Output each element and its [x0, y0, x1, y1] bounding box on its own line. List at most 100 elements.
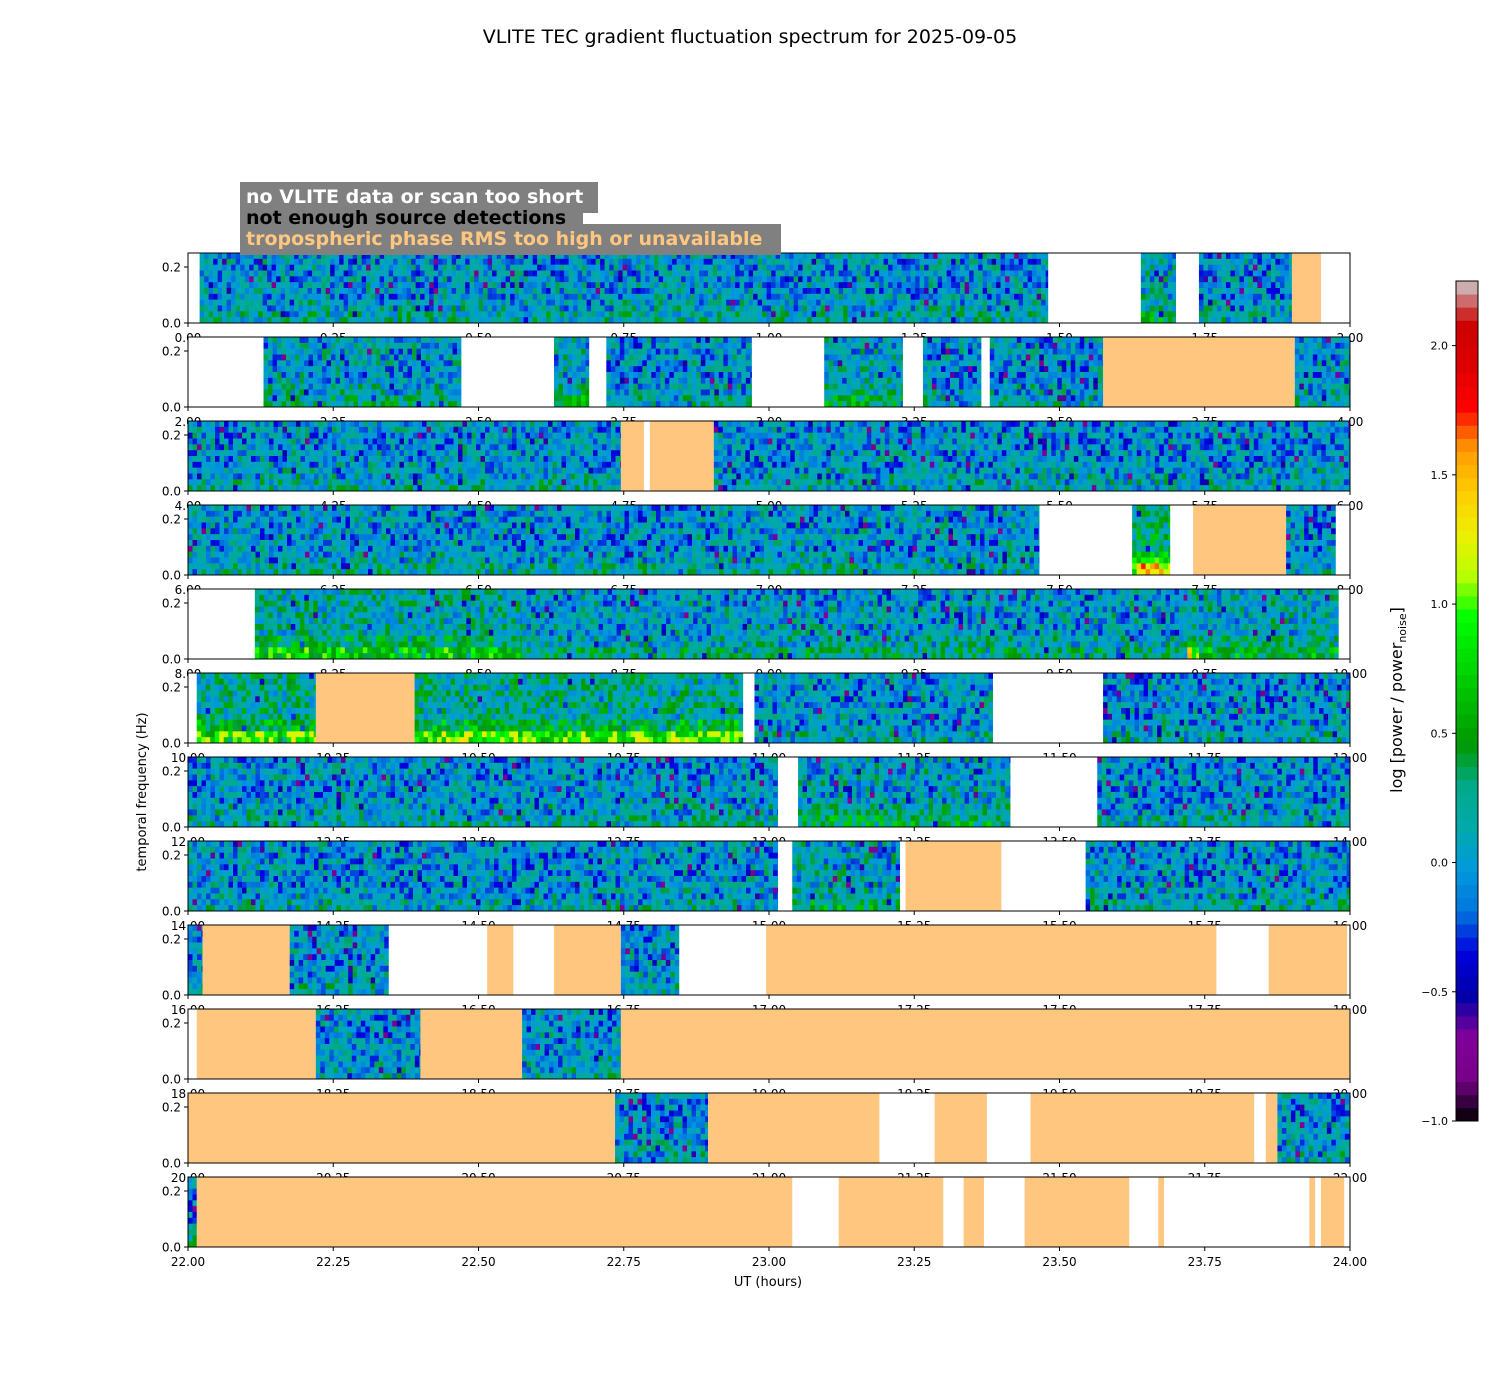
colorbar-tick-label: 2.0	[1431, 340, 1449, 353]
y-tick-label: 0.2	[162, 513, 181, 527]
spectrogram-segment	[713, 421, 1351, 492]
y-tick-label: 0.2	[162, 933, 181, 947]
panel-3: 0.00.26.006.256.506.757.007.257.507.758.…	[162, 504, 1363, 597]
tropo-flag-block	[196, 1009, 316, 1079]
colorbar-tick-label: −1.0	[1421, 1115, 1448, 1128]
tropo-flag-block	[315, 673, 415, 743]
chart-title: VLITE TEC gradient fluctuation spectrum …	[483, 26, 1017, 48]
spectrogram-segment	[606, 337, 752, 408]
x-tick-label: 23.25	[897, 1255, 931, 1269]
spectrogram-segment	[315, 1009, 421, 1080]
spectrogram-segment	[522, 1009, 622, 1080]
tropo-flag-block	[1030, 1093, 1255, 1163]
tropo-flag-block	[554, 925, 621, 995]
y-tick-label: 0.2	[162, 1185, 181, 1199]
tropo-flag-block	[905, 841, 1002, 911]
panel-0: 0.00.20.000.250.500.751.001.251.501.752.…	[162, 252, 1363, 345]
x-tick-label: 22.00	[171, 1255, 205, 1269]
x-tick-label: 22.50	[461, 1255, 495, 1269]
y-tick-label: 0.0	[162, 569, 181, 583]
y-tick-label: 0.2	[162, 429, 181, 443]
y-tick-label: 0.0	[162, 905, 181, 919]
x-tick-label: 24.00	[1333, 1255, 1367, 1269]
y-tick-label: 0.0	[162, 1073, 181, 1087]
tropo-flag-block	[934, 1093, 987, 1163]
colorbar-tick-label: 1.0	[1431, 598, 1449, 611]
spectrogram-segment	[989, 337, 1104, 408]
y-tick-label: 0.0	[162, 989, 181, 1003]
x-tick-label: 23.75	[1188, 1255, 1222, 1269]
y-tick-label: 0.0	[162, 653, 181, 667]
spectrogram-segment	[196, 673, 317, 744]
legend-box	[240, 224, 781, 255]
y-tick-label: 0.2	[162, 597, 181, 611]
panel-10: 0.00.220.0020.2520.5020.7521.0021.2521.5…	[162, 1092, 1367, 1185]
y-tick-label: 0.0	[162, 317, 181, 331]
tropo-flag-block	[963, 1177, 984, 1247]
panel-9: 0.00.218.0018.2518.5018.7519.0019.2519.5…	[162, 1008, 1367, 1101]
x-tick-label: 23.00	[752, 1255, 786, 1269]
y-tick-label: 0.2	[162, 1101, 181, 1115]
tropo-flag-block	[196, 1177, 793, 1247]
y-tick-label: 0.0	[162, 485, 181, 499]
tropo-flag-block	[1158, 1177, 1165, 1247]
tropo-flag-block	[420, 1009, 523, 1079]
spectrogram-segment	[1097, 757, 1351, 828]
spectrogram-segment	[1085, 841, 1351, 912]
y-tick-label: 0.2	[162, 765, 181, 779]
colorbar: −1.0 −0.5 0.0 0.5 1.0 1.5 2.0 log [power / powe…	[1387, 280, 1479, 1128]
y-tick-label: 0.2	[162, 345, 181, 359]
spectrogram-segment	[922, 337, 982, 408]
y-tick-label: 0.2	[162, 1017, 181, 1031]
tropo-flag-block	[649, 421, 714, 491]
spectrogram-segment	[188, 757, 779, 828]
legend-entry: tropospheric phase RMS too high or unava…	[246, 228, 762, 250]
tropo-flag-block	[1268, 925, 1348, 995]
y-tick-label: 0.2	[162, 261, 181, 275]
spectrogram-segment	[798, 757, 1011, 828]
spectrogram-segment	[620, 925, 680, 996]
x-tick-label: 22.75	[607, 1255, 641, 1269]
panel-7: 0.00.214.0014.2514.5014.7515.0015.2515.5…	[162, 840, 1367, 933]
panel-11: 0.0 0.2 22.00 22.25 22.50 22.75 23.00 23.25 23.5…	[162, 1176, 1367, 1269]
tropo-flag-block	[1320, 1177, 1345, 1247]
tropo-flag-block	[487, 925, 514, 995]
y-tick-label: 0.0	[162, 1241, 181, 1255]
spectrogram-segment	[792, 841, 901, 912]
spectrogram-segment	[188, 505, 1040, 576]
x-axis-label: UT (hours)	[734, 1275, 802, 1290]
legend-entry: no VLITE data or scan too short	[246, 186, 583, 208]
y-tick-label: 0.0	[162, 1157, 181, 1171]
panel-8: 0.00.216.0016.2516.5016.7517.0017.2517.5…	[162, 924, 1367, 1017]
tropo-flag-block	[766, 925, 1217, 995]
y-tick-label: 0.0	[162, 821, 181, 835]
tropo-flag-block	[620, 421, 645, 491]
spectrogram-segment	[754, 673, 993, 744]
y-axis-label: temporal frequency (Hz)	[135, 712, 150, 871]
tropo-flag-block	[1024, 1177, 1130, 1247]
spectrogram-segment	[188, 421, 622, 492]
spectrogram-segment	[263, 337, 462, 408]
panel-2: 0.00.24.004.254.504.755.005.255.505.756.…	[162, 420, 1363, 513]
colorbar-tick-label: −0.5	[1421, 986, 1448, 999]
tropo-flag-block	[1309, 1177, 1316, 1247]
panel-6: 0.00.212.0012.2512.5012.7513.0013.2513.5…	[162, 756, 1367, 849]
tropo-flag-block	[838, 1177, 944, 1247]
spectrogram-segment	[414, 673, 744, 744]
tropo-flag-block	[1265, 1093, 1278, 1163]
tropo-flag-block	[1291, 253, 1321, 323]
spectrogram-segment	[522, 589, 1188, 660]
colorbar-label: log [power / powernoise]	[1387, 607, 1409, 793]
spectrogram-segment	[824, 337, 903, 408]
spectrogram-panels: 0.00.20.000.250.500.751.001.251.501.752.…	[162, 252, 1367, 1269]
panel-5: 0.00.210.0010.2510.5010.7511.0011.2511.5…	[162, 672, 1367, 765]
spectrogram-segment	[1277, 1093, 1351, 1164]
spectrogram-segment	[615, 1093, 709, 1164]
tropo-flag-block	[1103, 337, 1295, 407]
spectrogram-segment	[254, 589, 523, 660]
spectrogram-segment	[188, 1177, 198, 1248]
tropo-flag-block	[707, 1093, 880, 1163]
spectrogram-segment	[1140, 253, 1176, 324]
spectrogram-segment	[1187, 589, 1200, 660]
